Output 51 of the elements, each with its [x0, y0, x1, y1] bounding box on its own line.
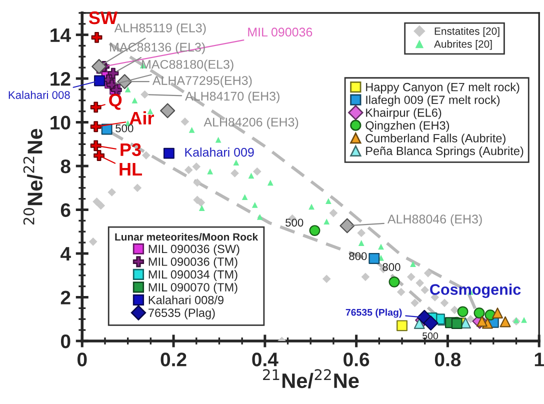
legend-label: MIL 090070 (TM) [148, 282, 238, 294]
annotation: ALHA77295(EH3) [152, 76, 252, 88]
annotation: 76535 (Plag) [346, 308, 402, 318]
x-tick-label: 0.4 [252, 352, 278, 366]
annotation: 800 [382, 263, 400, 272]
annotation: Cosmogenic [430, 284, 521, 298]
y-tick-label: 4 [60, 247, 71, 261]
legend-label: Cumberland Falls (Aubrite) [366, 134, 506, 145]
legend-label: Enstatites [20] [434, 27, 500, 37]
y-tick-label: 10 [50, 116, 70, 130]
legend-label: Qingzhen (EH3) [366, 120, 450, 132]
legend-label: MIL 090036 (SW) [148, 244, 240, 256]
x-tick-label: 1 [534, 352, 544, 366]
legend-label: Happy Canyon (E7 melt rock) [366, 82, 520, 94]
y-tick-label: 6 [60, 203, 70, 217]
y-tick-label: 2 [60, 290, 70, 304]
legend-label: Kalahari 008/9 [148, 296, 224, 304]
y-tick-label: 12 [50, 72, 70, 86]
x-tick-label: 0 [78, 352, 87, 366]
y-tick-label: 14 [50, 28, 71, 42]
x-axis-title: $^{21}$Ne/$^{22}$Ne [263, 369, 359, 388]
legend-title: Lunar meteorites/Moon Rock [115, 232, 258, 241]
legend-label: MIL 090036 (TM) [148, 257, 238, 268]
legend-label: MIL 090034 (TM) [148, 270, 238, 281]
annotation: 500 [286, 218, 304, 227]
annotation: SW [88, 11, 118, 24]
annotation: Kalahari 008 [8, 90, 70, 99]
x-tick-label: 0.2 [160, 352, 186, 366]
legend-label: 76535 (Plag) [148, 308, 215, 320]
annotation: 800 [349, 252, 367, 260]
annotation: HL [120, 163, 142, 176]
annotation: ALH85119 (EL3) [114, 23, 206, 35]
y-axis-title: $^{20}$Ne/$^{22}$Ne [23, 128, 43, 225]
annotation: 500 [116, 124, 134, 132]
annotation: ALH84206 (EH3) [204, 117, 298, 130]
annotation: Kalahari 009 [185, 148, 254, 157]
y-tick-label: 8 [60, 159, 70, 174]
legend-label: Ilafegh 009 (E7 melt rock) [366, 95, 500, 106]
annotation: ALH88046 (EH3) [387, 214, 482, 226]
y-tick-label: 0 [60, 334, 70, 348]
legend-label: Peña Blanca Springs (Aubrite) [366, 146, 524, 158]
annotation: MIL 090036 [248, 28, 312, 37]
x-tick-label: 0.6 [344, 352, 370, 366]
annotation: ALH84170 (EH3) [185, 91, 280, 104]
legend-label: Khairpur (EL6) [366, 108, 442, 120]
annotation: 500 [422, 332, 438, 340]
annotation: Q [109, 94, 122, 110]
annotation: Air [130, 111, 154, 124]
annotation: P3 [120, 143, 141, 156]
x-tick-label: 0.8 [434, 352, 461, 366]
legend-label: Aubrites [20] [434, 40, 492, 50]
